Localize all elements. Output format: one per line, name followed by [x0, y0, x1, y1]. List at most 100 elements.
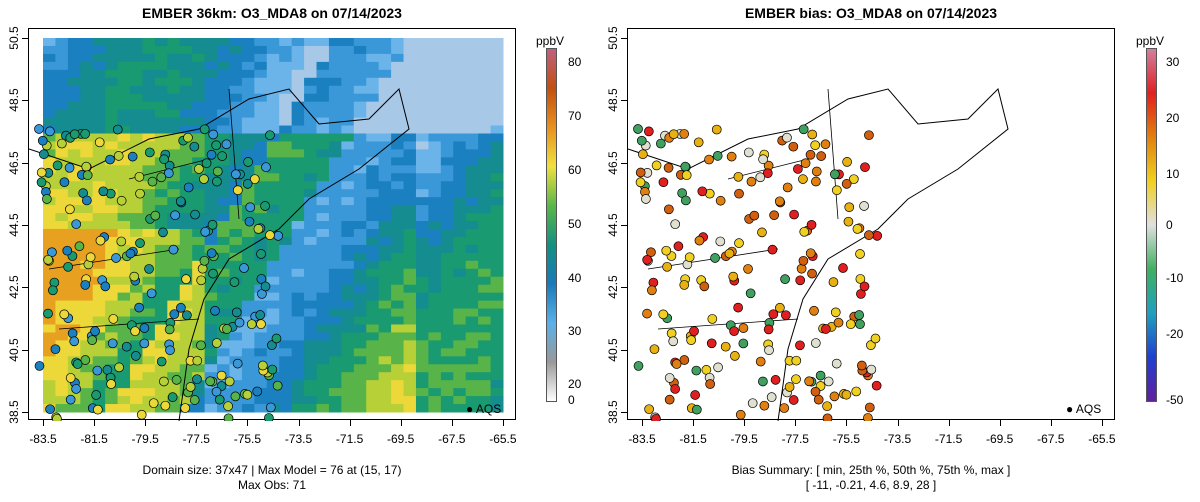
model-grid-cell	[403, 149, 417, 158]
model-grid-cell	[80, 332, 94, 341]
y-tick-mark	[621, 162, 627, 164]
model-grid-cell	[415, 117, 429, 127]
model-grid-cell	[167, 149, 181, 158]
model-grid-cell	[204, 85, 218, 95]
model-grid-cell	[440, 316, 454, 325]
model-grid-cell	[378, 93, 392, 103]
model-grid-cell	[92, 316, 106, 325]
model-grid-cell	[117, 125, 131, 134]
model-grid-cell	[428, 181, 442, 190]
model-grid-cell	[440, 236, 454, 246]
model-grid-cell	[328, 213, 342, 222]
model-grid-cell	[341, 276, 355, 286]
model-grid-cell	[117, 276, 131, 286]
model-grid-cell	[291, 101, 305, 111]
model-grid-cell	[130, 117, 143, 127]
model-grid-cell	[465, 45, 479, 55]
model-grid-cell	[465, 324, 479, 333]
model-grid-cell	[304, 380, 318, 389]
model-grid-cell	[465, 340, 479, 349]
model-grid-cell	[316, 109, 330, 119]
model-grid-cell	[378, 324, 392, 333]
model-grid-cell	[415, 252, 429, 262]
model-grid-cell	[130, 85, 143, 95]
station-marker	[724, 248, 735, 259]
model-grid-cell	[316, 38, 330, 47]
model-grid-cell	[403, 308, 417, 318]
model-grid-cell	[428, 244, 442, 254]
model-grid-cell	[105, 117, 119, 127]
model-grid-cell	[266, 149, 280, 158]
model-grid-cell	[341, 157, 355, 166]
model-grid-cell	[217, 61, 230, 71]
model-grid-cell	[67, 316, 81, 325]
model-grid-cell	[192, 252, 206, 262]
model-grid-cell	[192, 236, 206, 246]
model-grid-cell	[353, 149, 367, 158]
model-grid-cell	[304, 308, 318, 318]
model-grid-cell	[428, 372, 442, 381]
model-grid-cell	[55, 69, 69, 79]
model-grid-cell	[304, 396, 318, 405]
model-grid-cell	[154, 205, 168, 214]
model-grid-cell	[105, 85, 119, 95]
model-grid-cell	[391, 38, 405, 47]
model-grid-cell	[55, 276, 69, 286]
station-marker	[845, 319, 856, 330]
model-grid-cell	[179, 260, 193, 270]
station-marker	[769, 210, 779, 221]
station-marker	[697, 186, 708, 197]
model-grid-cell	[304, 173, 318, 182]
model-grid-cell	[366, 101, 380, 111]
model-grid-cell	[217, 213, 230, 222]
model-grid-cell	[279, 133, 293, 142]
model-grid-cell	[440, 340, 454, 349]
model-grid-cell	[142, 38, 156, 47]
model-grid-cell	[465, 372, 479, 381]
model-grid-cell	[167, 404, 181, 413]
model-grid-cell	[316, 284, 330, 294]
model-grid-cell	[391, 205, 405, 214]
station-marker	[98, 186, 109, 197]
x-tick-mark	[94, 420, 96, 426]
model-grid-cell	[378, 157, 392, 166]
station-marker	[125, 248, 136, 259]
model-grid-cell	[378, 372, 392, 381]
station-marker	[264, 413, 274, 421]
model-grid-cell	[440, 38, 454, 47]
model-grid-cell	[130, 205, 143, 214]
model-grid-cell	[465, 189, 479, 198]
model-grid-cell	[105, 284, 119, 294]
station-marker	[828, 277, 839, 287]
model-grid-cell	[428, 77, 442, 87]
station-marker	[175, 196, 186, 207]
model-grid-cell	[43, 109, 56, 119]
model-grid-cell	[316, 141, 330, 150]
model-grid-cell	[415, 189, 429, 198]
model-grid-cell	[465, 308, 479, 318]
station-marker	[253, 224, 264, 234]
model-grid-cell	[378, 268, 392, 278]
model-grid-cell	[92, 372, 106, 381]
station-marker	[211, 140, 222, 151]
model-grid-cell	[490, 61, 504, 71]
model-grid-cell	[105, 133, 119, 142]
model-grid-cell	[217, 228, 230, 238]
model-grid-cell	[353, 189, 367, 198]
model-grid-cell	[92, 157, 106, 166]
model-grid-cell	[105, 149, 119, 158]
station-marker	[848, 174, 859, 185]
station-marker	[36, 167, 47, 178]
model-grid-cell	[304, 117, 318, 127]
model-grid-cell	[55, 125, 69, 134]
model-grid-cell	[105, 276, 119, 286]
model-grid-cell	[142, 396, 156, 405]
model-grid-cell	[291, 292, 305, 302]
model-grid-cell	[415, 404, 429, 413]
left-panel-title: EMBER 36km: O3_MDA8 on 07/14/2023	[142, 5, 402, 21]
model-grid-cell	[204, 53, 218, 63]
colorbar-tick-label: 10	[1166, 167, 1180, 181]
model-grid-cell	[154, 85, 168, 95]
model-grid-cell	[353, 181, 367, 190]
model-grid-cell	[428, 316, 442, 325]
